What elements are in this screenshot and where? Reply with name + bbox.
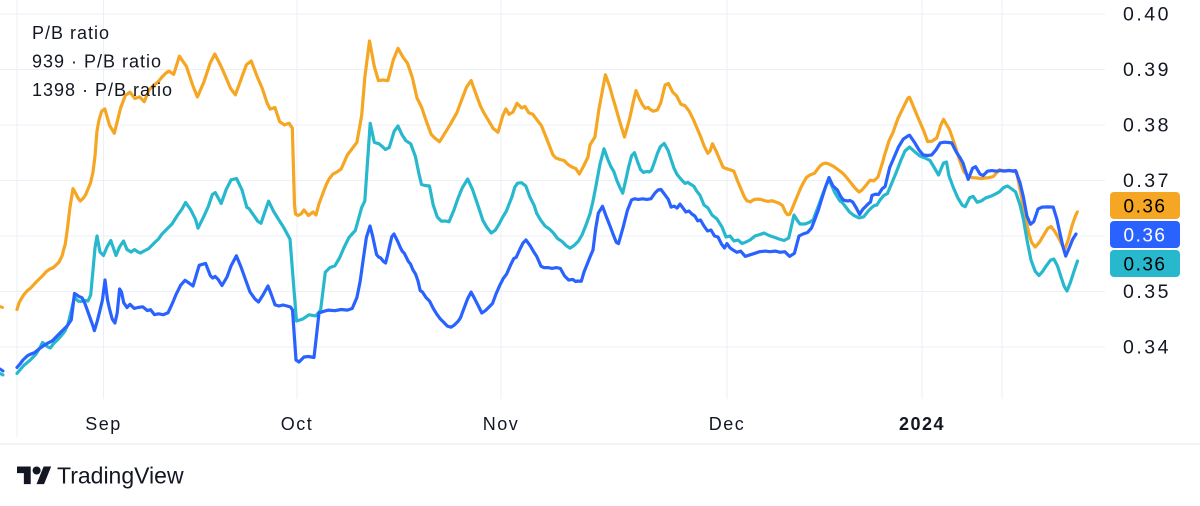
- svg-text:0.40: 0.40: [1123, 4, 1171, 26]
- svg-text:939 · P/B ratio: 939 · P/B ratio: [32, 52, 162, 72]
- svg-text:0.35: 0.35: [1123, 281, 1171, 303]
- svg-text:Dec: Dec: [709, 414, 746, 434]
- svg-text:Oct: Oct: [281, 414, 314, 434]
- svg-text:0.36: 0.36: [1124, 226, 1167, 247]
- svg-text:0.36: 0.36: [1124, 197, 1167, 218]
- svg-text:Nov: Nov: [483, 414, 520, 434]
- svg-text:0.34: 0.34: [1123, 337, 1171, 359]
- svg-text:0.36: 0.36: [1124, 255, 1167, 276]
- svg-text:0.38: 0.38: [1123, 115, 1171, 137]
- svg-text:1398 · P/B ratio: 1398 · P/B ratio: [32, 80, 173, 100]
- svg-text:TradingView: TradingView: [57, 463, 184, 489]
- svg-text:P/B ratio: P/B ratio: [32, 23, 110, 43]
- svg-text:0.39: 0.39: [1123, 59, 1171, 81]
- svg-text:0.37: 0.37: [1123, 170, 1171, 192]
- svg-text:2024: 2024: [899, 414, 945, 434]
- svg-text:Sep: Sep: [85, 414, 122, 434]
